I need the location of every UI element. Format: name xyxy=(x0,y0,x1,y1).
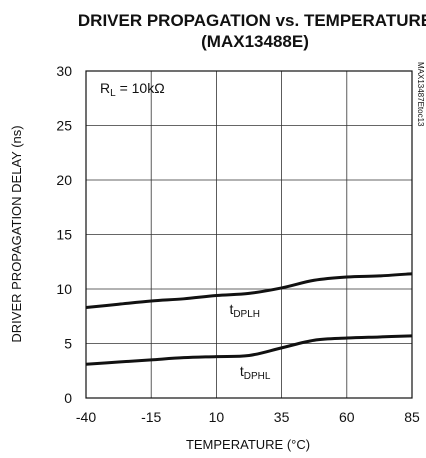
y-tick-label: 0 xyxy=(64,390,72,406)
series-label-tdphl: tDPHL xyxy=(240,363,271,382)
y-axis-ticks: 0 5 10 15 20 25 30 xyxy=(56,63,72,406)
load-annotation-prefix: R xyxy=(100,80,110,96)
x-axis-label: TEMPERATURE (°C) xyxy=(186,437,310,452)
figure-code: MAX13487Etoc13 xyxy=(416,62,425,127)
y-tick-label: 30 xyxy=(56,63,72,79)
x-tick-label: 85 xyxy=(404,409,420,425)
x-tick-label: -15 xyxy=(141,409,161,425)
series-line-tdplh xyxy=(85,272,413,310)
y-tick-label: 10 xyxy=(56,281,72,297)
series-label-main: t xyxy=(229,301,233,317)
series-line-tdphl xyxy=(85,334,413,366)
series-label-tdplh: tDPLH xyxy=(229,301,260,320)
y-axis-label: DRIVER PROPAGATION DELAY (ns) xyxy=(9,125,24,342)
y-tick-label: 15 xyxy=(56,227,72,243)
load-annotation: RL = 10kΩ xyxy=(100,80,165,99)
x-axis-ticks: -40 -15 10 35 60 85 xyxy=(76,409,420,425)
series-label-main: t xyxy=(240,363,244,379)
plot-border xyxy=(85,70,413,399)
x-tick-label: 60 xyxy=(339,409,355,425)
y-tick-label: 25 xyxy=(56,118,72,134)
chart-subtitle: (MAX13488E) xyxy=(201,32,309,51)
series-group xyxy=(85,272,413,366)
y-tick-label: 20 xyxy=(56,172,72,188)
x-tick-label: 10 xyxy=(209,409,225,425)
x-tick-label: -40 xyxy=(76,409,96,425)
plot-frame xyxy=(85,70,413,399)
x-tick-label: 35 xyxy=(274,409,290,425)
series-label-sub: DPHL xyxy=(244,371,271,382)
chart-title: DRIVER PROPAGATION vs. TEMPERATURE xyxy=(78,11,426,30)
load-annotation-suffix: = 10kΩ xyxy=(116,80,165,96)
grid xyxy=(86,71,412,398)
y-tick-label: 5 xyxy=(64,336,72,352)
load-annotation-sub: L xyxy=(110,88,116,99)
series-label-sub: DPLH xyxy=(233,309,260,320)
